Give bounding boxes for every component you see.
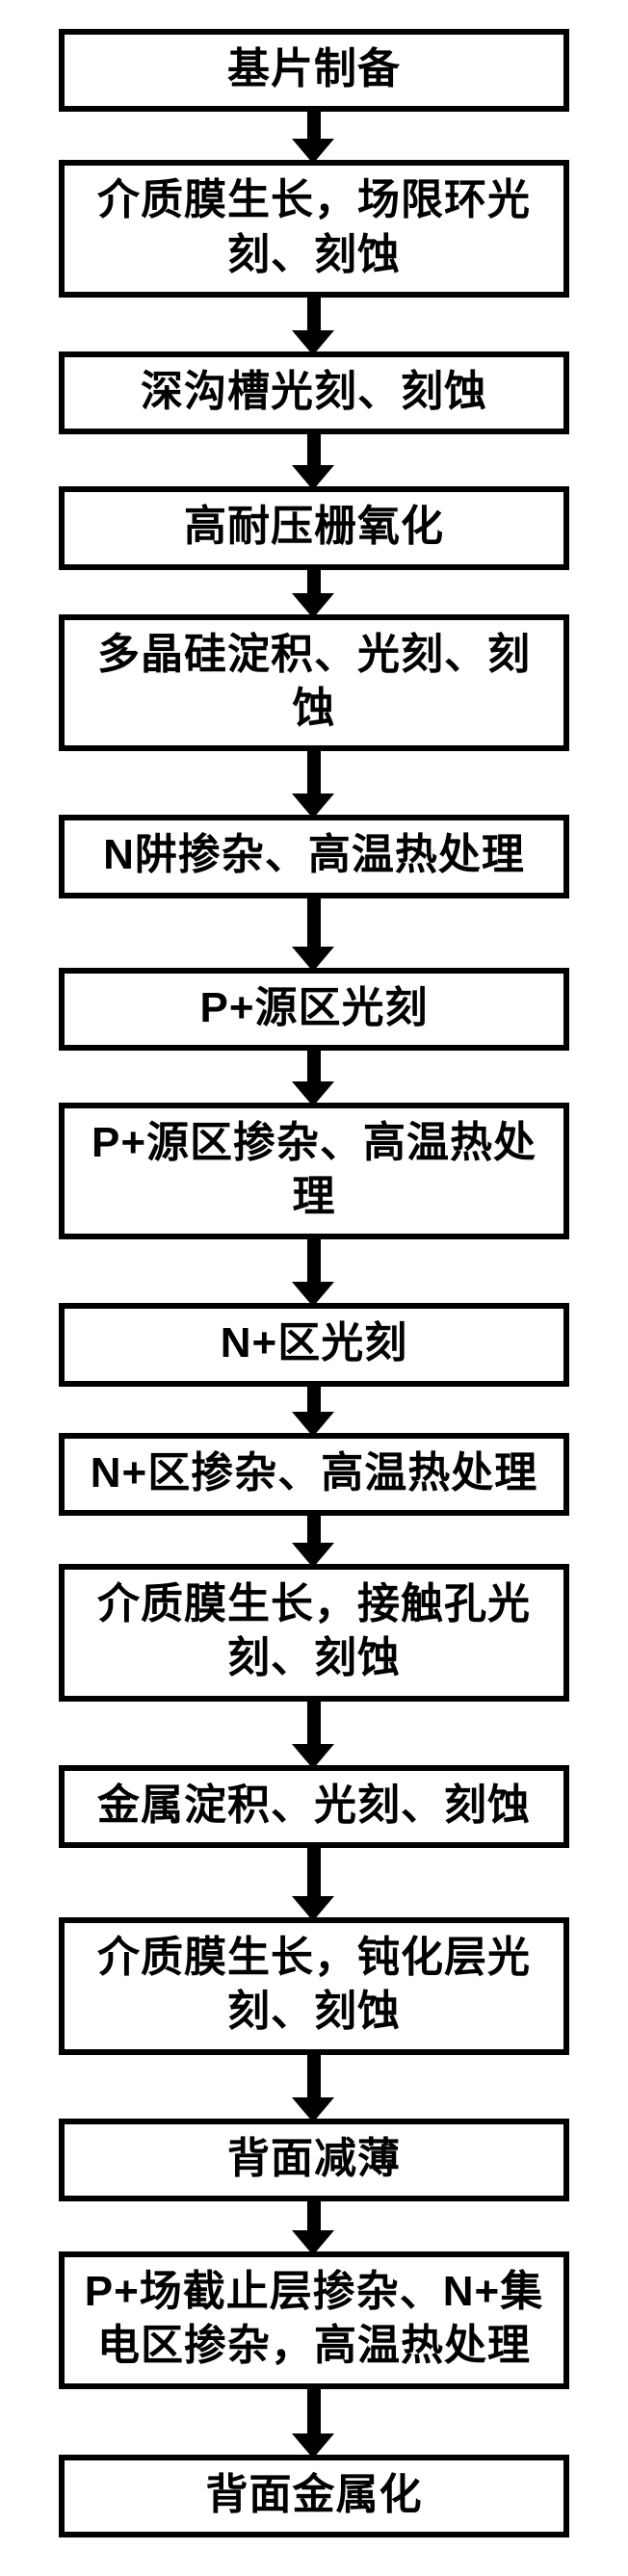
flow-node-n10: N+区掺杂、高温热处理 — [59, 1433, 569, 1516]
flow-node-n13: 介质膜生长，钝化层光刻、刻蚀 — [59, 1917, 569, 2055]
flow-node-label: 深沟槽光刻、刻蚀 — [141, 365, 487, 419]
flow-node-label: P+场截止层掺杂、N+集电区掺杂，高温热处理 — [78, 2265, 550, 2374]
flow-node-label: P+源区掺杂、高温热处理 — [78, 1116, 550, 1225]
flow-arrow — [306, 1236, 322, 1307]
flow-arrow — [306, 1383, 322, 1437]
flow-arrow — [306, 1512, 322, 1568]
flow-node-n16: 背面金属化 — [59, 2455, 569, 2537]
flow-node-n15: P+场截止层掺杂、N+集电区掺杂，高温热处理 — [59, 2251, 569, 2389]
flow-node-label: 背面金属化 — [206, 2468, 423, 2522]
flow-arrow — [306, 566, 322, 618]
flow-arrow — [306, 895, 322, 972]
flow-arrow — [306, 2385, 322, 2459]
flow-node-label: 基片制备 — [227, 42, 401, 96]
flow-node-n14: 背面减薄 — [59, 2119, 569, 2201]
flow-arrow — [306, 294, 322, 355]
flow-arrow — [306, 1047, 322, 1106]
flow-node-label: N+区掺杂、高温热处理 — [91, 1446, 537, 1500]
process-flowchart: 基片制备介质膜生长，场限环光刻、刻蚀深沟槽光刻、刻蚀高耐压栅氧化多晶硅淀积、光刻… — [0, 0, 628, 2576]
flow-node-n8: P+源区掺杂、高温热处理 — [59, 1103, 569, 1240]
flow-node-n5: 多晶硅淀积、光刻、刻蚀 — [59, 614, 569, 752]
flow-arrow — [306, 2051, 322, 2122]
flow-node-n6: N阱掺杂、高温热处理 — [59, 815, 569, 898]
flow-node-label: 金属淀积、光刻、刻蚀 — [97, 1779, 531, 1833]
flow-node-n9: N+区光刻 — [59, 1303, 569, 1386]
flow-node-n7: P+源区光刻 — [59, 968, 569, 1051]
flow-node-label: N阱掺杂、高温热处理 — [103, 828, 525, 882]
flow-node-label: 背面减薄 — [227, 2132, 401, 2186]
flow-node-n1: 基片制备 — [59, 29, 569, 112]
flow-node-n12: 金属淀积、光刻、刻蚀 — [59, 1765, 569, 1848]
flow-arrow — [306, 108, 322, 164]
flow-node-label: 介质膜生长，接触孔光刻、刻蚀 — [78, 1577, 550, 1686]
flow-arrow — [306, 747, 322, 819]
flow-arrow — [306, 430, 322, 490]
flow-arrow — [306, 1698, 322, 1769]
flow-node-n2: 介质膜生长，场限环光刻、刻蚀 — [59, 160, 569, 298]
flow-node-label: 高耐压栅氧化 — [184, 500, 444, 554]
flow-node-n4: 高耐压栅氧化 — [59, 486, 569, 569]
flow-node-label: 介质膜生长，钝化层光刻、刻蚀 — [78, 1931, 550, 2040]
flow-node-n11: 介质膜生长，接触孔光刻、刻蚀 — [59, 1564, 569, 1702]
flow-arrow — [306, 2198, 322, 2255]
flow-arrow — [306, 1844, 322, 1921]
flow-node-label: 多晶硅淀积、光刻、刻蚀 — [78, 628, 550, 737]
flow-node-label: N+区光刻 — [221, 1316, 407, 1370]
flow-node-label: P+源区光刻 — [199, 981, 428, 1035]
flow-node-n3: 深沟槽光刻、刻蚀 — [59, 351, 569, 434]
flow-node-label: 介质膜生长，场限环光刻、刻蚀 — [78, 173, 550, 282]
